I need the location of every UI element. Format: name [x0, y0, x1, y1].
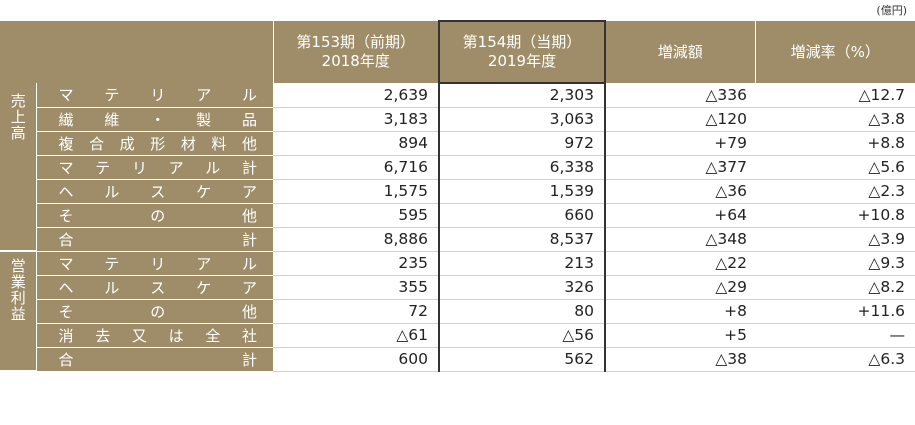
value-curr: 660	[438, 203, 606, 228]
value-prev: 8,886	[273, 227, 439, 252]
table-row: 繊維・製品 3,183 3,063 △120 △3.8	[0, 107, 915, 132]
value-rate: —	[755, 323, 915, 348]
value-curr: 6,338	[438, 155, 606, 180]
table-row: 複合成形材料他 894 972 +79 +8.8	[0, 131, 915, 156]
row-label: マテリアル	[36, 83, 273, 108]
value-prev: 235	[273, 251, 439, 276]
value-diff: △336	[605, 83, 755, 108]
group-label-operating-income: 営業利益	[0, 251, 37, 372]
value-rate: △5.6	[755, 155, 915, 180]
value-curr: 213	[438, 251, 606, 276]
table-row: ヘルスケア 1,575 1,539 △36 △2.3	[0, 179, 915, 204]
header-prev-period: 第153期（前期） 2018年度	[272, 21, 439, 83]
group-label-text: 売上高	[8, 92, 27, 141]
value-rate: +11.6	[755, 299, 915, 324]
header-diff: 増減額	[604, 21, 755, 83]
row-label: ヘルスケア	[36, 275, 273, 300]
table-row: 消去又は全社 △61 △56 +5 —	[0, 323, 915, 348]
row-label: マテリアル	[36, 251, 273, 276]
value-rate: △12.7	[755, 83, 915, 108]
value-curr: 80	[438, 299, 606, 324]
value-prev: 6,716	[273, 155, 439, 180]
row-label: 合計	[36, 347, 273, 372]
group-label-sales: 売上高	[0, 83, 37, 252]
value-prev: △61	[273, 323, 439, 348]
table-row: 営業利益 マテリアル 235 213 △22 △9.3	[0, 251, 915, 372]
header-row: 第153期（前期） 2018年度 第154期（当期） 2019年度 増減額 増減…	[0, 20, 915, 84]
financial-summary-table: 第153期（前期） 2018年度 第154期（当期） 2019年度 増減額 増減…	[0, 20, 915, 372]
header-current-period: 第154期（当期） 2019年度	[438, 20, 606, 84]
value-prev: 600	[273, 347, 439, 372]
table-row: その他 72 80 +8 +11.6	[0, 299, 915, 324]
header-prev-line1: 第153期（前期）	[296, 33, 416, 51]
value-rate: △9.3	[755, 251, 915, 276]
value-curr: 326	[438, 275, 606, 300]
header-curr-line1: 第154期（当期）	[462, 33, 582, 51]
header-curr-line2: 2019年度	[487, 52, 557, 70]
value-rate: △8.2	[755, 275, 915, 300]
value-prev: 1,575	[273, 179, 439, 204]
value-diff: +79	[605, 131, 755, 156]
value-curr: 8,537	[438, 227, 606, 252]
group-label-text: 営業利益	[8, 258, 27, 322]
value-rate: +8.8	[755, 131, 915, 156]
row-label: 複合成形材料他	[36, 131, 273, 156]
value-diff: △120	[605, 107, 755, 132]
value-rate: △2.3	[755, 179, 915, 204]
header-prev-line2: 2018年度	[321, 52, 390, 70]
value-curr: 2,303	[438, 83, 606, 108]
value-rate: +10.8	[755, 203, 915, 228]
value-prev: 2,639	[273, 83, 439, 108]
header-rate: 増減率（%）	[754, 21, 915, 83]
row-label: ヘルスケア	[36, 179, 273, 204]
value-diff: △29	[605, 275, 755, 300]
value-prev: 894	[273, 131, 439, 156]
row-label: マテリアル計	[36, 155, 273, 180]
row-label: その他	[36, 203, 273, 228]
value-rate: △3.8	[755, 107, 915, 132]
unit-label: (億円)	[876, 4, 907, 17]
value-diff: △377	[605, 155, 755, 180]
value-curr: 562	[438, 347, 606, 372]
value-diff: △36	[605, 179, 755, 204]
value-curr: 1,539	[438, 179, 606, 204]
value-rate: △3.9	[755, 227, 915, 252]
value-prev: 3,183	[273, 107, 439, 132]
row-label: 合計	[36, 227, 273, 252]
total-row-sales: 合計 8,886 8,537 △348 △3.9	[0, 227, 915, 252]
value-diff: +64	[605, 203, 755, 228]
total-row-operating-income: 合計 600 562 △38 △6.3	[0, 347, 915, 372]
value-prev: 355	[273, 275, 439, 300]
row-label: 繊維・製品	[36, 107, 273, 132]
row-label: その他	[36, 299, 273, 324]
value-diff: △22	[605, 251, 755, 276]
value-prev: 72	[273, 299, 439, 324]
value-curr: 972	[438, 131, 606, 156]
value-diff: +8	[605, 299, 755, 324]
value-diff: △348	[605, 227, 755, 252]
value-diff: △38	[605, 347, 755, 372]
table-row: ヘルスケア 355 326 △29 △8.2	[0, 275, 915, 300]
value-curr: 3,063	[438, 107, 606, 132]
value-prev: 595	[273, 203, 439, 228]
value-curr: △56	[438, 323, 606, 348]
table-row: その他 595 660 +64 +10.8	[0, 203, 915, 228]
value-diff: +5	[605, 323, 755, 348]
table-row: 売上高 マテリアル 2,639 2,303 △336 △12.7	[0, 83, 915, 252]
row-label: 消去又は全社	[36, 323, 273, 348]
table-row: マテリアル計 6,716 6,338 △377 △5.6	[0, 155, 915, 180]
header-corner	[0, 21, 273, 83]
value-rate: △6.3	[755, 347, 915, 372]
